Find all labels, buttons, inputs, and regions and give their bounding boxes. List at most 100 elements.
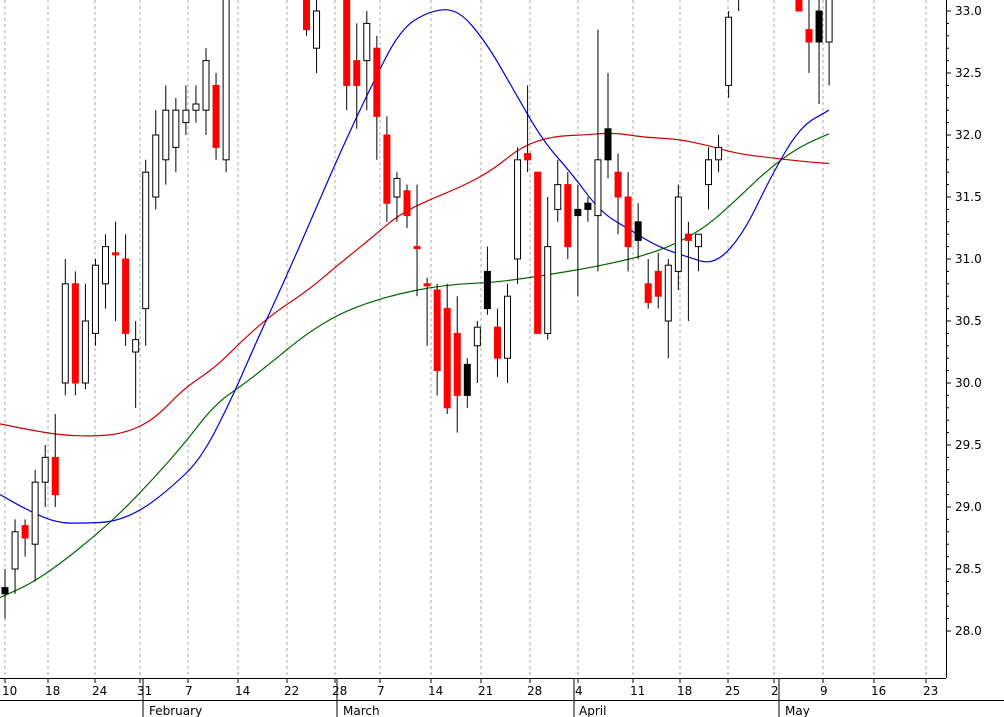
candle	[403, 184, 411, 228]
candle-body	[112, 252, 120, 256]
candle	[664, 259, 672, 359]
month-label: May	[785, 704, 810, 717]
candle	[61, 259, 69, 396]
candle	[564, 172, 572, 259]
candle	[654, 252, 662, 309]
y-tick-label: 29.5	[955, 438, 982, 452]
candle-body	[483, 270, 491, 310]
candle	[11, 519, 19, 594]
candle	[738, 0, 740, 11]
candle-body	[664, 264, 672, 322]
candle-body	[473, 326, 481, 347]
candle	[152, 110, 160, 210]
y-tick-label: 33.0	[955, 4, 982, 18]
x-tick-label: 4	[575, 684, 583, 698]
candle	[212, 73, 220, 160]
y-tick-label: 32.0	[955, 128, 982, 142]
candle-body	[463, 363, 471, 396]
x-tick-label: 18	[45, 684, 60, 698]
y-tick-label: 30.5	[955, 314, 982, 328]
candle-body	[21, 525, 29, 539]
moving-average-blue	[0, 9, 830, 524]
x-tick-label: 25	[725, 684, 740, 698]
candle-body	[795, 0, 803, 12]
candle	[544, 197, 552, 340]
x-tick-label: 7	[377, 684, 385, 698]
candles	[1, 0, 833, 619]
candle-body	[634, 221, 642, 241]
candle-body	[674, 196, 682, 272]
candle-body	[11, 531, 19, 570]
candle	[1, 569, 9, 619]
candle	[102, 234, 109, 309]
candle-body	[715, 146, 723, 161]
x-tick-label: 28	[332, 684, 347, 698]
y-tick-label: 31.0	[955, 252, 982, 266]
candle	[805, 0, 813, 73]
candle	[81, 283, 89, 390]
month-label: April	[579, 704, 606, 717]
candle	[202, 48, 210, 135]
candle-body	[413, 246, 421, 250]
moving-average-red	[0, 132, 830, 437]
candle-body	[684, 233, 692, 241]
x-tick-label: 31	[137, 684, 152, 698]
candle	[705, 147, 712, 210]
candle	[192, 85, 200, 123]
candle	[453, 296, 461, 433]
candle	[353, 23, 361, 129]
x-tick-label: 11	[630, 684, 645, 698]
month-label: March	[343, 704, 380, 717]
candle	[443, 283, 451, 414]
x-tick-label: 22	[284, 684, 299, 698]
y-tick-label: 30.0	[955, 376, 982, 390]
candle-body	[805, 29, 813, 43]
y-tick-label: 28.5	[955, 562, 982, 576]
candle-body	[202, 60, 210, 111]
candle-body	[51, 456, 59, 496]
candle-body	[142, 171, 150, 310]
candle	[534, 171, 542, 334]
candle	[142, 159, 150, 346]
candle	[433, 283, 441, 396]
candle	[383, 116, 391, 222]
candle-body	[1, 587, 9, 595]
candle-body	[453, 332, 461, 396]
candle-body	[423, 283, 431, 287]
candle-body	[373, 47, 381, 117]
candle-body	[433, 289, 441, 372]
candle-body	[192, 103, 200, 111]
candle-body	[534, 171, 542, 334]
candle	[524, 85, 532, 173]
candle-body	[383, 134, 391, 204]
candle-body	[514, 159, 522, 260]
candle	[584, 197, 592, 222]
candle-body	[41, 456, 49, 483]
candle	[463, 358, 471, 408]
candle-body	[825, 0, 833, 43]
candle-body	[544, 246, 552, 334]
candle	[413, 184, 421, 297]
y-tick-label: 31.5	[955, 190, 982, 204]
candle-body	[705, 159, 712, 186]
y-tick-label: 29.0	[955, 500, 982, 514]
candle	[31, 469, 39, 582]
y-tick-label: 28.0	[955, 624, 982, 638]
candle-body	[61, 283, 69, 384]
candle-body	[81, 320, 89, 384]
candle	[574, 184, 582, 297]
candle	[303, 0, 310, 36]
candle	[795, 0, 803, 12]
candle	[715, 135, 723, 173]
candle	[825, 0, 833, 86]
candle-body	[584, 202, 592, 210]
candle-body	[654, 270, 662, 297]
candle	[91, 259, 99, 346]
candle	[363, 11, 371, 111]
candle-body	[172, 109, 180, 148]
candle-body	[152, 134, 160, 198]
candle-body	[493, 326, 501, 359]
candle	[222, 0, 230, 173]
